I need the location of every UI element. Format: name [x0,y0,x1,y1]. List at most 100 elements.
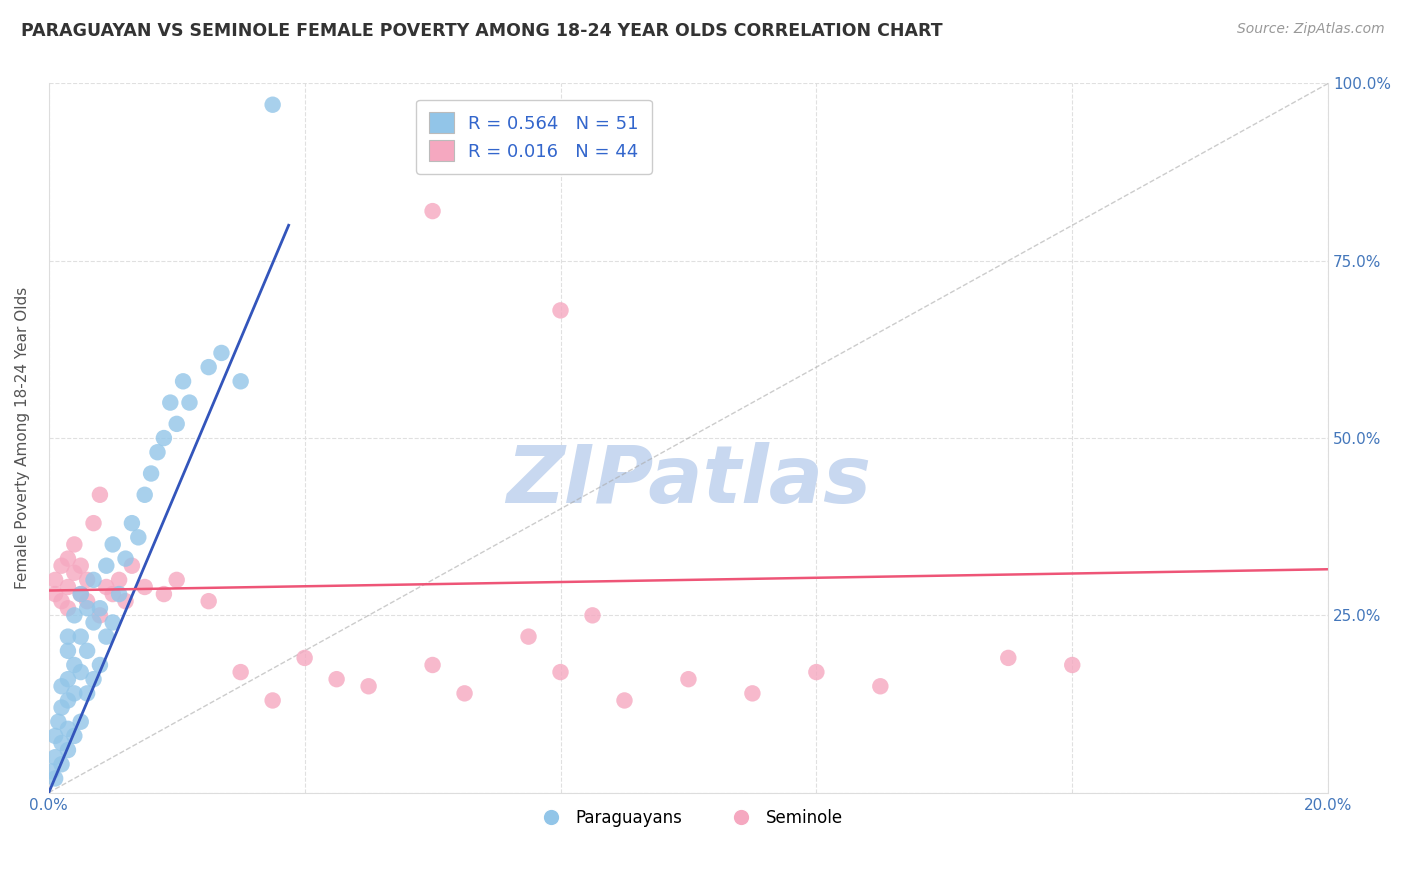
Point [44,772,66,786]
Point [44,750,66,764]
Point [51,558,73,573]
Point [997,651,1019,665]
Point [121,558,143,573]
Point [153,587,176,601]
Point [262,97,284,112]
Point [229,665,252,679]
Point [56,743,79,757]
Point [108,573,131,587]
Point [262,693,284,707]
Point [69,665,91,679]
Point [550,665,572,679]
Point [422,204,444,219]
Point [76,644,98,658]
Point [51,700,73,714]
Point [51,594,73,608]
Point [869,679,891,693]
Point [76,686,98,700]
Point [741,686,763,700]
Point [56,580,79,594]
Point [294,651,316,665]
Point [56,630,79,644]
Point [63,566,86,580]
Point [172,374,194,388]
Point [179,395,201,409]
Point [46,714,69,729]
Point [63,658,86,673]
Point [51,757,73,772]
Point [146,445,169,459]
Point [806,665,828,679]
Point [63,537,86,551]
Point [108,587,131,601]
Point [83,573,105,587]
Point [44,587,66,601]
Point [159,395,181,409]
Point [56,601,79,615]
Point [69,630,91,644]
Legend: Paraguayans, Seminole: Paraguayans, Seminole [527,803,849,834]
Point [56,644,79,658]
Point [613,693,636,707]
Text: PARAGUAYAN VS SEMINOLE FEMALE POVERTY AMONG 18-24 YEAR OLDS CORRELATION CHART: PARAGUAYAN VS SEMINOLE FEMALE POVERTY AM… [21,22,942,40]
Point [41,764,63,779]
Point [422,658,444,673]
Point [89,601,111,615]
Point [69,587,91,601]
Point [83,615,105,630]
Point [581,608,603,623]
Point [166,417,188,431]
Point [44,573,66,587]
Text: Source: ZipAtlas.com: Source: ZipAtlas.com [1237,22,1385,37]
Point [83,672,105,686]
Point [1062,658,1084,673]
Point [357,679,380,693]
Point [69,558,91,573]
Point [550,303,572,318]
Point [678,672,700,686]
Point [89,488,111,502]
Point [114,594,136,608]
Point [229,374,252,388]
Point [517,630,540,644]
Point [63,729,86,743]
Point [101,587,124,601]
Point [453,686,475,700]
Point [51,679,73,693]
Point [101,615,124,630]
Point [56,672,79,686]
Point [76,601,98,615]
Point [69,714,91,729]
Point [197,360,219,375]
Point [56,551,79,566]
Point [114,551,136,566]
Text: ZIPatlas: ZIPatlas [506,442,870,520]
Point [56,693,79,707]
Point [51,736,73,750]
Point [83,516,105,530]
Point [101,537,124,551]
Point [96,630,118,644]
Point [89,608,111,623]
Point [139,467,162,481]
Point [325,672,347,686]
Point [89,658,111,673]
Point [44,729,66,743]
Point [121,516,143,530]
Point [69,587,91,601]
Point [166,573,188,587]
Point [153,431,176,445]
Point [134,580,156,594]
Point [63,686,86,700]
Point [96,580,118,594]
Point [211,346,233,360]
Point [76,573,98,587]
Point [134,488,156,502]
Point [127,530,149,544]
Point [76,594,98,608]
Point [197,594,219,608]
Y-axis label: Female Poverty Among 18-24 Year Olds: Female Poverty Among 18-24 Year Olds [15,287,30,590]
Point [63,608,86,623]
Point [96,558,118,573]
Point [56,722,79,736]
